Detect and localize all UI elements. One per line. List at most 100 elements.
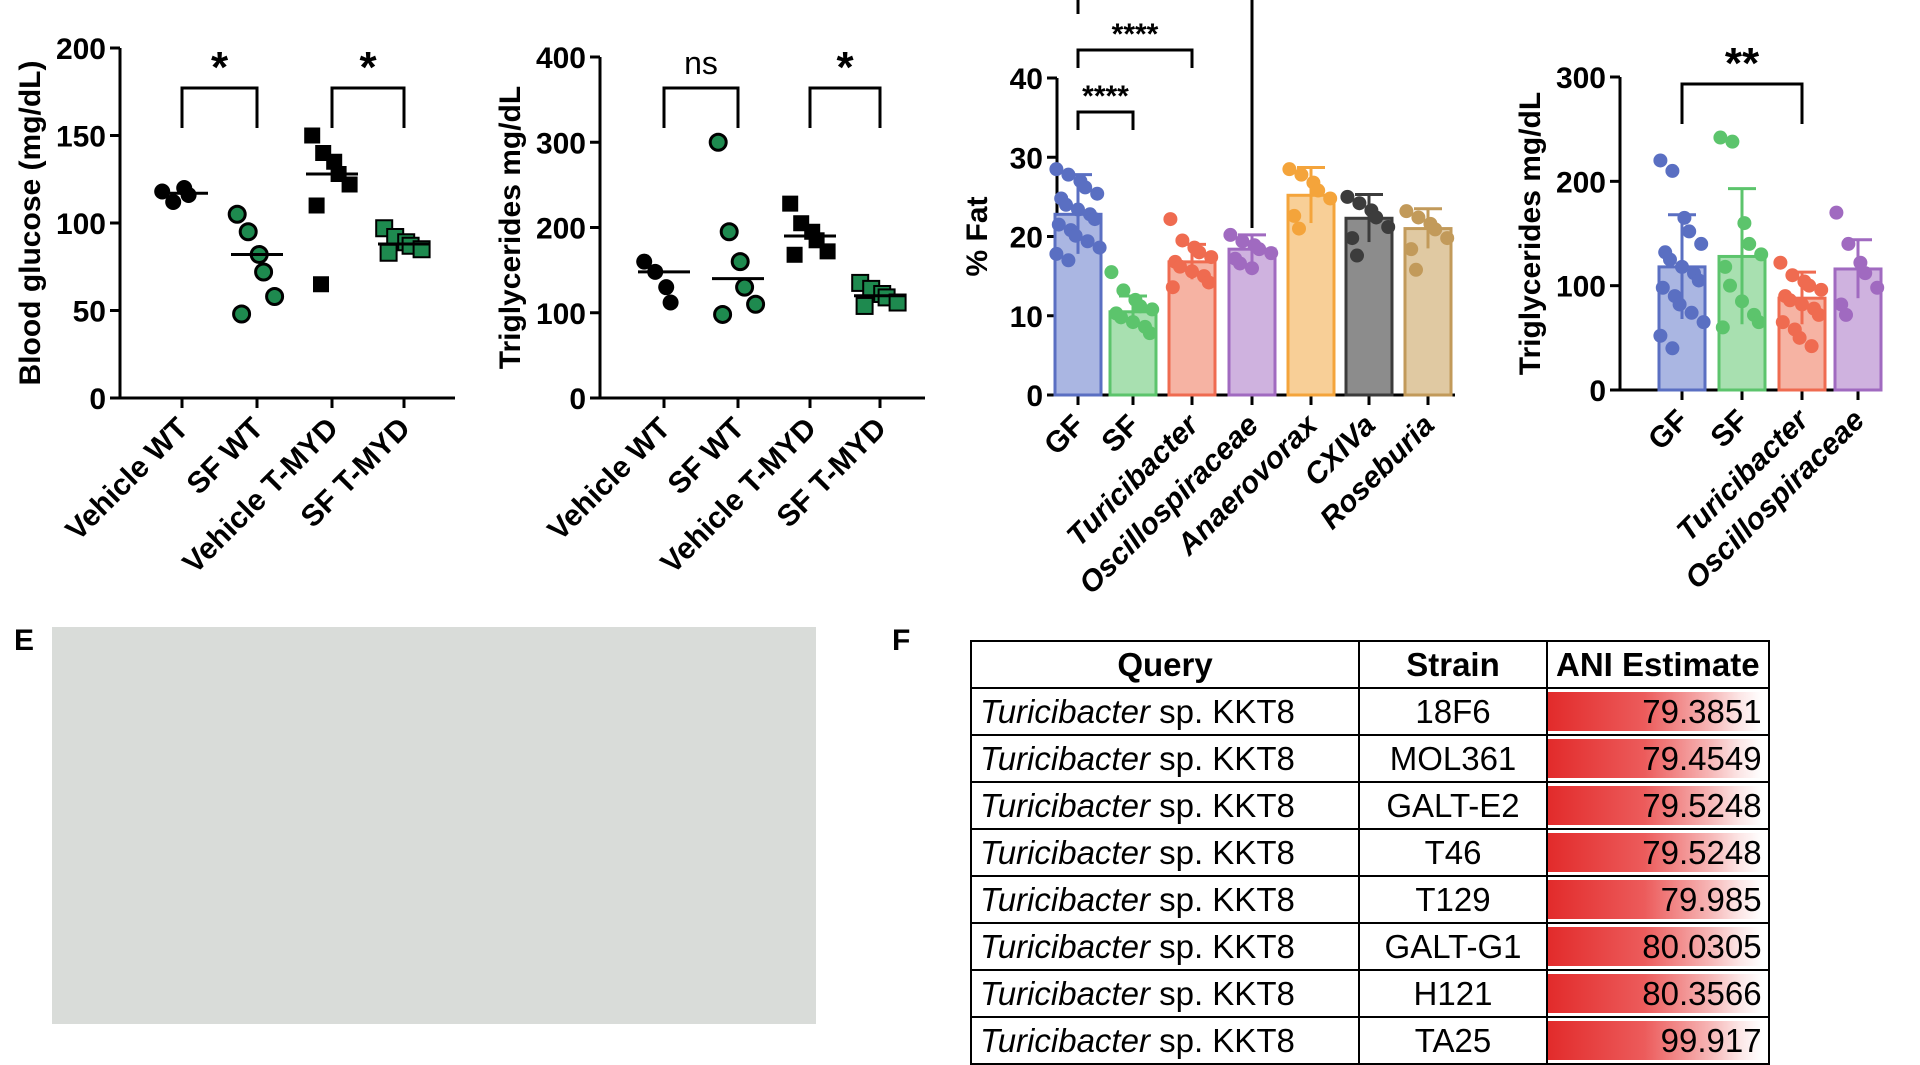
genus-name: Turicibacter [980, 974, 1150, 1012]
query-cell: Turicibacter sp. KKT8 [970, 828, 1360, 877]
significance-bracket [808, 86, 882, 128]
ani-value: 99.917 [1660, 1022, 1762, 1059]
data-point [1723, 278, 1737, 293]
significance-label: ns [684, 45, 718, 81]
data-point [1804, 339, 1819, 354]
y-tick-label: 200 [536, 213, 586, 246]
data-point [313, 276, 329, 293]
filaments-light [112, 685, 762, 964]
data-point [1409, 262, 1423, 277]
data-point [1233, 256, 1247, 271]
data-point [1665, 341, 1680, 356]
filaments-dark [52, 627, 816, 1024]
strain-cell: GALT-E2 [1358, 781, 1548, 830]
genus-name: Turicibacter [980, 1021, 1150, 1059]
y-axis-label: % Fat [961, 196, 994, 276]
genus-name: Turicibacter [980, 880, 1150, 918]
data-point [1682, 224, 1697, 239]
ani-table-header: Query Strain ANI Estimate [970, 640, 1770, 689]
data-point [1742, 236, 1757, 251]
data-point [304, 127, 321, 144]
significance-label: * [359, 43, 377, 92]
ani-cell: 79.3851 [1546, 687, 1770, 736]
data-point [1352, 196, 1367, 211]
query-cell: Turicibacter sp. KKT8 [970, 1016, 1360, 1065]
data-point [1715, 320, 1730, 335]
data-point [1684, 305, 1699, 320]
ani-heat-bar: 79.4549 [1548, 739, 1762, 778]
data-point [855, 296, 874, 315]
significance-label: ** [1725, 39, 1760, 88]
query-cell: Turicibacter sp. KKT8 [970, 781, 1360, 830]
ani-cell: 79.4549 [1546, 734, 1770, 783]
data-point [1737, 216, 1752, 231]
ani-value: 80.0305 [1642, 928, 1762, 965]
x-tick-label: Vehicle WT [60, 412, 195, 547]
ani-cell: 80.0305 [1546, 922, 1770, 971]
data-point [1428, 222, 1443, 237]
micrograph-image [52, 627, 816, 1024]
data-point [735, 277, 755, 297]
panel-letter-f: F [892, 624, 910, 657]
data-point [254, 262, 274, 282]
data-point [227, 204, 247, 224]
data-point [265, 287, 285, 306]
data-point [708, 132, 728, 152]
data-point [1404, 242, 1419, 257]
data-point [782, 195, 799, 212]
table-row: Turicibacter sp. KKT8 TA25 99.917 [970, 1016, 1770, 1065]
ani-cell: 79.985 [1546, 875, 1770, 924]
y-tick-label: 20 [1010, 222, 1043, 255]
data-point [1049, 246, 1064, 261]
ani-heat-bar: 79.5248 [1548, 833, 1762, 872]
table-row: Turicibacter sp. KKT8 T129 79.985 [970, 875, 1770, 924]
data-point [1677, 210, 1692, 225]
data-point [232, 304, 252, 324]
data-point [1795, 297, 1809, 312]
data-point [719, 222, 739, 242]
data-point [1080, 234, 1095, 249]
y-tick-label: 200 [1556, 166, 1606, 199]
data-point [730, 252, 750, 272]
data-point [1655, 280, 1670, 295]
x-tick-label: GF [1038, 409, 1091, 462]
strain-cell: TA25 [1358, 1016, 1548, 1065]
data-point [1223, 227, 1238, 242]
y-tick-label: 300 [536, 127, 586, 160]
data-point [1773, 255, 1788, 270]
y-axis-label: Blood glucose (mg/dL) [14, 61, 47, 386]
data-point [1092, 240, 1107, 255]
query-cell: Turicibacter sp. KKT8 [970, 875, 1360, 924]
x-tick-label: GF [1642, 404, 1695, 457]
data-point [1663, 252, 1677, 267]
data-point [1173, 259, 1187, 274]
species-suffix: sp. KKT8 [1149, 880, 1295, 918]
significance-bracket [1076, 110, 1135, 130]
data-point [1192, 245, 1207, 260]
data-point [1292, 221, 1306, 236]
strain-cell: MOL361 [1358, 734, 1548, 783]
data-point [180, 187, 197, 203]
strain-cell: H121 [1358, 969, 1548, 1018]
significance-label: **** [1082, 80, 1129, 113]
data-point [1696, 315, 1711, 330]
ani-value: 79.4549 [1642, 740, 1762, 777]
data-point [819, 243, 836, 260]
data-point [1785, 268, 1800, 283]
data-point [238, 222, 258, 242]
data-point [1264, 246, 1279, 261]
data-point [1665, 163, 1680, 178]
species-suffix: sp. KKT8 [1149, 739, 1295, 777]
data-point [1059, 197, 1073, 212]
ani-heat-bar: 79.5248 [1548, 786, 1762, 825]
data-point [1061, 253, 1076, 268]
y-tick-label: 30 [1010, 142, 1043, 175]
species-suffix: sp. KKT8 [1149, 833, 1295, 871]
genus-name: Turicibacter [980, 833, 1150, 871]
data-point [1340, 189, 1355, 204]
data-point [1713, 130, 1728, 145]
data-point [1829, 205, 1844, 220]
ani-value: 80.3566 [1642, 975, 1762, 1012]
data-point [1090, 186, 1105, 201]
